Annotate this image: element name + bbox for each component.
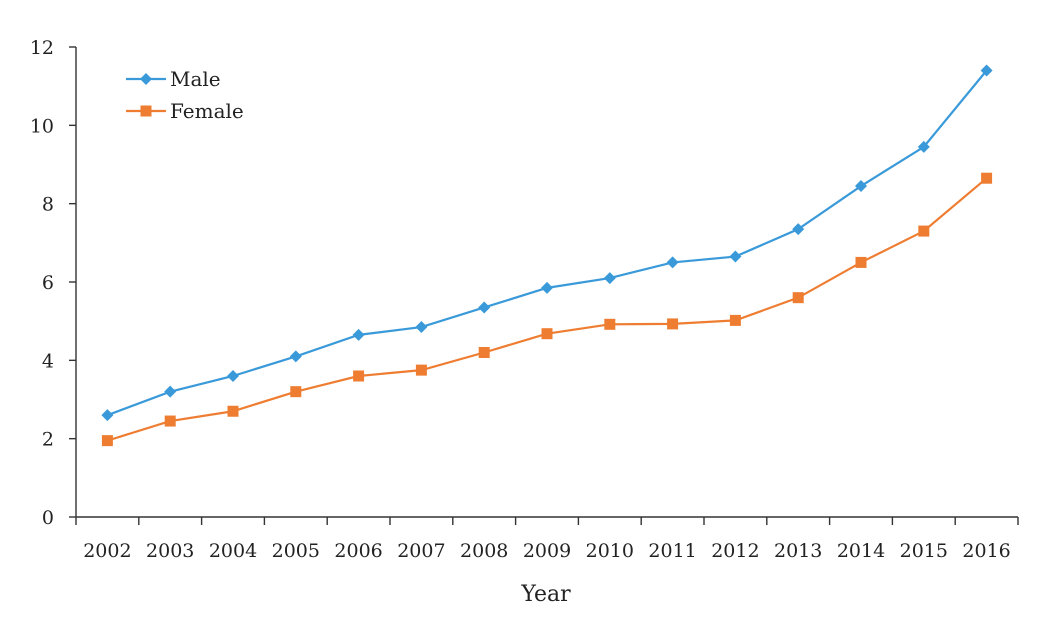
female-point: [792, 292, 804, 304]
x-tick-label: 2011: [648, 540, 696, 562]
legend-swatch-marker: [140, 105, 152, 117]
x-tick-label: 2016: [962, 540, 1010, 562]
legend: Male Female: [126, 67, 244, 123]
legend-label-female: Female: [170, 99, 244, 123]
male-point: [917, 140, 930, 153]
female-point: [227, 405, 239, 417]
legend-label-male: Male: [170, 67, 221, 91]
y-tick-label: 12: [30, 37, 54, 59]
x-tick-label: 2005: [272, 540, 320, 562]
y-axis-tick-labels: 0 2 4 6 8 10 12: [30, 37, 54, 529]
male-series: [101, 64, 993, 422]
y-tick-label: 0: [42, 507, 54, 529]
x-axis-title: Year: [520, 582, 571, 607]
y-tick-label: 10: [30, 115, 54, 137]
female-point: [604, 318, 616, 330]
legend-item-male: Male: [126, 67, 221, 91]
legend-swatch-marker: [140, 73, 152, 85]
female-point: [164, 415, 176, 427]
male-point: [541, 281, 553, 294]
male-point: [980, 64, 993, 77]
x-tick-label: 2006: [334, 540, 382, 562]
x-tick-label: 2013: [774, 540, 822, 562]
x-tick-label: 2003: [146, 540, 194, 562]
female-point: [981, 172, 993, 184]
series-layer: [101, 64, 993, 447]
male-point: [478, 301, 491, 314]
x-tick-label: 2008: [460, 540, 508, 562]
legend-item-female: Female: [126, 99, 244, 123]
x-tick-label: 2002: [83, 540, 131, 562]
x-tick-label: 2004: [209, 540, 257, 562]
y-tick-label: 2: [42, 429, 54, 451]
axes: [69, 46, 1019, 525]
female-point: [918, 225, 930, 237]
x-axis-tick-labels: 2002 2003 2004 2005 2006 2007 2008 2009 2010 2011…: [83, 540, 1011, 562]
male-point: [164, 385, 177, 398]
male-point: [227, 370, 239, 382]
x-tick-label: 2010: [586, 540, 634, 562]
female-point: [478, 347, 490, 358]
female-point: [415, 364, 427, 376]
male-point: [603, 272, 616, 285]
female-point: [101, 435, 113, 447]
male-point: [352, 328, 365, 341]
female-point: [353, 370, 365, 382]
female-point: [667, 318, 679, 330]
male-point: [855, 180, 867, 193]
x-tick-label: 2012: [711, 540, 759, 562]
male-point: [792, 223, 805, 236]
female-point: [541, 328, 553, 340]
x-tick-label: 2014: [837, 540, 885, 562]
y-tick-label: 8: [42, 194, 54, 216]
x-tick-label: 2009: [523, 540, 571, 562]
female-point: [290, 386, 302, 398]
x-tick-label: 2015: [900, 540, 948, 562]
female-series-line: [107, 177, 988, 442]
male-point: [415, 321, 428, 334]
y-tick-label: 4: [42, 350, 54, 372]
female-point: [729, 314, 741, 326]
female-series: [101, 172, 993, 447]
female-point: [855, 256, 867, 268]
male-point: [101, 409, 114, 422]
male-point: [289, 350, 302, 363]
male-point: [729, 250, 742, 263]
male-point: [666, 256, 679, 269]
x-tick-label: 2007: [397, 540, 445, 562]
y-tick-label: 6: [42, 272, 54, 294]
